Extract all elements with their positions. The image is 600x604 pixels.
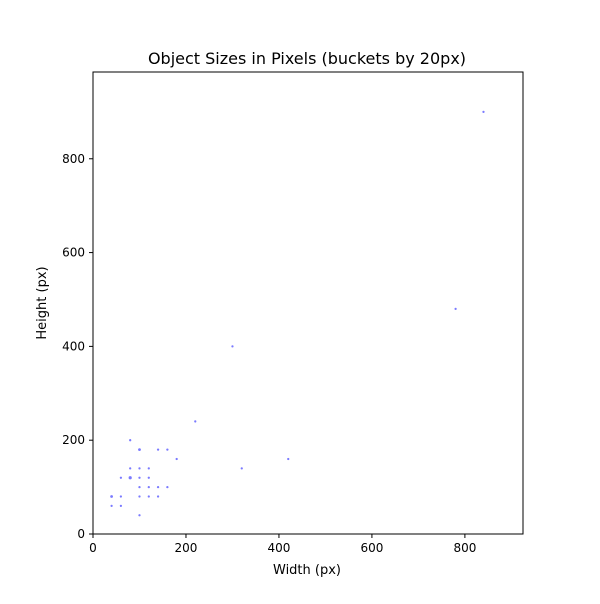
scatter-point <box>287 457 290 461</box>
scatter-point <box>156 485 160 489</box>
scatter-point <box>147 485 150 489</box>
y-axis: 0 200 400 600 800 <box>62 152 93 541</box>
scatter-point <box>119 495 123 498</box>
scatter-point <box>194 420 197 423</box>
x-axis-label: Width (px) <box>273 563 341 578</box>
chart-title: Object Sizes in Pixels (buckets by 20px) <box>148 49 466 68</box>
x-tick-label: 0 <box>89 541 97 555</box>
x-axis: 0 200 400 600 800 <box>89 534 476 555</box>
scatter-point <box>110 495 113 498</box>
scatter-point <box>138 467 141 470</box>
scatter-point <box>482 110 485 113</box>
y-tick-label: 0 <box>77 527 85 541</box>
y-tick-label: 400 <box>62 339 85 353</box>
scatter-point <box>119 504 123 507</box>
scatter-point <box>147 476 150 479</box>
scatter-point <box>454 307 457 310</box>
x-tick-label: 600 <box>360 541 383 555</box>
plot-area <box>110 110 485 517</box>
x-tick-label: 200 <box>175 541 198 555</box>
scatter-point <box>138 448 141 451</box>
scatter-point <box>119 476 123 479</box>
scatter-point <box>129 467 132 470</box>
scatter-point <box>175 457 178 461</box>
x-tick-label: 400 <box>267 541 290 555</box>
scatter-point <box>129 439 132 442</box>
x-tick-label: 800 <box>453 541 476 555</box>
scatter-point <box>231 345 234 348</box>
scatter-point <box>240 467 243 470</box>
plot-frame <box>92 71 524 535</box>
scatter-point <box>138 476 141 479</box>
y-tick-label: 800 <box>62 152 85 166</box>
scatter-point <box>110 504 113 507</box>
scatter-point <box>156 448 160 451</box>
scatter-point <box>138 485 141 489</box>
scatter-point <box>147 467 150 470</box>
scatter-point <box>147 495 150 498</box>
scatter-point <box>166 448 169 451</box>
y-tick-label: 200 <box>62 433 85 447</box>
y-axis-label: Height (px) <box>35 266 50 339</box>
scatter-point <box>166 485 169 489</box>
scatter-point <box>128 476 132 480</box>
y-tick-label: 600 <box>62 246 85 260</box>
scatter-point <box>156 495 160 498</box>
scatter-point <box>138 514 141 517</box>
scatter-point <box>138 495 141 498</box>
